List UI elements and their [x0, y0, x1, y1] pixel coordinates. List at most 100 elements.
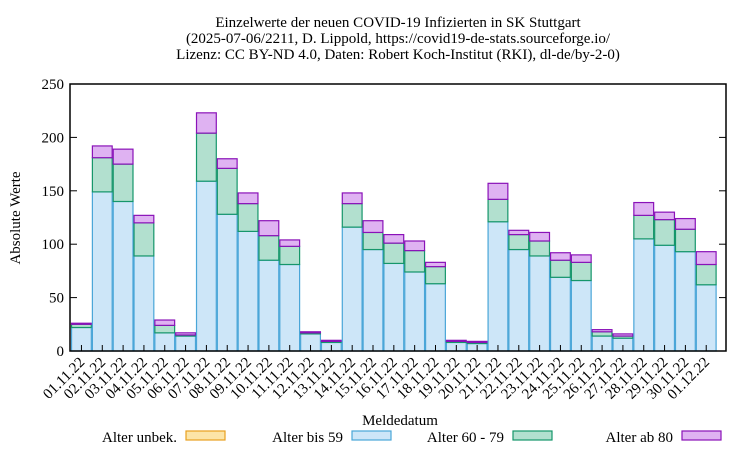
bar-segment-2: [404, 250, 426, 273]
bar-segment-1: [508, 248, 530, 352]
bar-segment-2: [195, 132, 217, 182]
legend-label: Alter unbek.: [102, 430, 177, 446]
legend-swatch: [351, 430, 392, 441]
bar-segment-3: [383, 233, 405, 244]
bar-segment-2: [695, 263, 717, 286]
bars: [70, 112, 717, 352]
bar-segment-2: [508, 233, 530, 251]
legend: Alter unbek. Alter bis 59 Alter 60 - 79 Alt…: [102, 430, 722, 446]
bar-segment-3: [300, 331, 322, 334]
bar-segment-3: [487, 182, 509, 200]
bar-segment-1: [570, 279, 592, 352]
bar-segment-1: [237, 230, 259, 352]
bar-segment-2: [549, 259, 571, 278]
bar-segment-2: [237, 203, 259, 232]
bar-segment-2: [154, 324, 176, 334]
bar-segment-2: [112, 163, 134, 203]
bar-segment-2: [216, 167, 238, 215]
bar-segment-1: [362, 248, 384, 352]
bar-segment-3: [654, 211, 676, 221]
y-tick-label: 250: [42, 77, 65, 93]
bar-segment-2: [91, 157, 113, 193]
bar-segment-1: [424, 283, 446, 352]
y-tick-label: 100: [42, 237, 65, 253]
bar-segment-1: [674, 251, 696, 352]
bar-segment-2: [674, 228, 696, 253]
legend-label: Alter 60 - 79: [427, 430, 504, 446]
bar-segment-3: [404, 240, 426, 252]
bar-segment-1: [633, 238, 655, 352]
y-axis-ticks: 0 50 100 150 200 250: [42, 77, 726, 360]
bar-segment-1: [112, 200, 134, 352]
bar-segment-3: [320, 339, 342, 342]
bar-segment-1: [216, 213, 238, 352]
bar-segment-3: [237, 192, 259, 205]
chart-title: Einzelwerte der neuen COVID-19 Infiziert…: [176, 15, 620, 63]
bar-segment-1: [341, 226, 363, 352]
bar-segment-3: [695, 251, 717, 266]
bar-segment-2: [424, 266, 446, 285]
bar-segment-2: [279, 245, 301, 266]
bar-segment-1: [279, 263, 301, 352]
bar-segment-1: [549, 276, 571, 352]
bar-segment-3: [175, 332, 197, 336]
bar-segment-3: [508, 229, 530, 236]
bar-segment-3: [529, 231, 551, 242]
legend-label: Alter bis 59: [272, 430, 343, 446]
bar-segment-1: [529, 255, 551, 352]
bar-segment-2: [654, 219, 676, 246]
bar-segment-3: [279, 239, 301, 247]
bar-segment-3: [341, 192, 363, 205]
bar-segment-3: [591, 329, 613, 333]
bar-segment-2: [487, 198, 509, 223]
y-axis-label: Absolute Werte: [8, 171, 24, 264]
bar-segment-3: [154, 319, 176, 326]
y-tick-label: 200: [42, 130, 65, 146]
bar-segment-2: [633, 214, 655, 240]
bar-segment-1: [133, 255, 155, 352]
bar-segment-1: [695, 284, 717, 352]
axes: [69, 83, 727, 352]
bar-segment-3: [362, 220, 384, 234]
y-tick-label: 150: [42, 184, 65, 200]
bar-segment-3: [445, 339, 467, 342]
bar-segment-3: [549, 252, 571, 261]
y-tick-label: 0: [57, 344, 65, 360]
bar-segment-3: [195, 112, 217, 134]
bar-segment-3: [633, 201, 655, 216]
chart-title-line: Lizenz: CC BY-ND 4.0, Daten: Robert Koch…: [176, 47, 620, 63]
y-tick-label: 50: [49, 291, 64, 307]
bar-segment-2: [591, 331, 613, 337]
bar-segment-3: [612, 333, 634, 337]
chart-title-line: (2025-07-06/2211, D. Lippold, https://co…: [186, 31, 611, 47]
legend-swatch: [512, 430, 553, 441]
x-axis-label: Meldedatum: [362, 413, 438, 429]
chart-title-line: Einzelwerte der neuen COVID-19 Infiziert…: [215, 15, 581, 31]
bar-segment-2: [362, 231, 384, 251]
bar-segment-1: [654, 244, 676, 352]
bar-segment-2: [383, 242, 405, 265]
bar-segment-3: [133, 214, 155, 224]
bar-segment-3: [424, 261, 446, 268]
bar-segment-3: [91, 145, 113, 159]
bar-segment-3: [216, 158, 238, 169]
bar-segment-1: [258, 259, 280, 352]
bar-segment-1: [195, 180, 217, 352]
bar-segment-2: [341, 203, 363, 228]
bar-segment-1: [404, 271, 426, 352]
bar-segment-2: [133, 222, 155, 257]
bar-segment-1: [383, 262, 405, 352]
bar-segment-3: [674, 217, 696, 230]
bar-segment-1: [91, 191, 113, 352]
bar-segment-3: [112, 148, 134, 165]
plot-frame: [69, 83, 727, 352]
bar-segment-2: [570, 261, 592, 282]
bar-segment-1: [487, 221, 509, 352]
bar-segment-3: [258, 220, 280, 237]
x-axis-ticks: 01.11.2202.11.2203.11.2204.11.2205.11.22…: [40, 345, 713, 403]
legend-swatch: [681, 430, 722, 441]
bar-segment-2: [529, 240, 551, 257]
bar-segment-3: [70, 322, 92, 325]
legend-swatch: [185, 430, 226, 441]
